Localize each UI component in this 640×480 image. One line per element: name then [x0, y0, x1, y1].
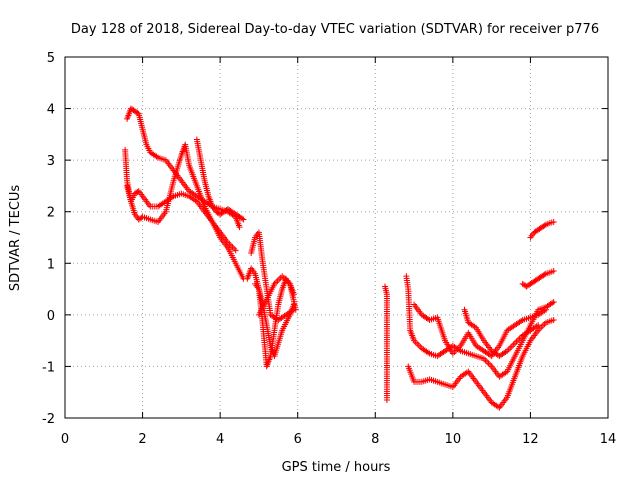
- data-point: [487, 361, 494, 368]
- data-point: [539, 322, 546, 329]
- grid-lines: [65, 57, 608, 418]
- data-point: [414, 340, 421, 347]
- x-tick-label: 8: [371, 432, 379, 447]
- data-point: [134, 188, 141, 195]
- y-tick-label: -2: [42, 412, 55, 427]
- data-point: [508, 343, 515, 350]
- data-point: [383, 396, 390, 403]
- data-point: [541, 222, 548, 229]
- plot-frame: [64, 56, 609, 419]
- data-points: [122, 105, 557, 411]
- y-tick-label: 0: [47, 309, 55, 324]
- data-point: [236, 224, 243, 231]
- axis-ticks: [64, 56, 609, 419]
- data-point: [507, 344, 514, 351]
- x-tick-label: 0: [61, 432, 69, 447]
- data-point: [485, 360, 492, 367]
- data-point: [274, 277, 281, 284]
- data-point: [550, 298, 557, 305]
- x-axis-label: GPS time / hours: [282, 460, 391, 475]
- data-point: [550, 219, 557, 226]
- x-tick-label: 2: [138, 432, 146, 447]
- data-point: [231, 245, 238, 252]
- y-tick-label: 1: [47, 257, 55, 272]
- data-point: [240, 216, 247, 223]
- y-tick-label: 4: [47, 103, 55, 118]
- y-tick-label: 2: [47, 206, 55, 221]
- data-point: [239, 215, 246, 222]
- x-tick-label: 6: [294, 432, 302, 447]
- data-point: [513, 338, 520, 345]
- data-point: [535, 322, 542, 329]
- data-point: [550, 268, 557, 275]
- data-point: [511, 340, 518, 347]
- data-point: [232, 247, 239, 254]
- data-point: [542, 306, 549, 313]
- y-tick-label: -1: [42, 360, 55, 375]
- data-point: [550, 317, 557, 324]
- data-point: [276, 276, 283, 283]
- data-point: [541, 271, 548, 278]
- x-tick-label: 12: [522, 432, 539, 447]
- x-tick-label: 4: [216, 432, 224, 447]
- data-point: [510, 341, 517, 348]
- y-tick-label: 5: [47, 51, 55, 66]
- data-point: [415, 342, 422, 349]
- data-point: [292, 306, 299, 313]
- x-tick-label: 10: [445, 432, 462, 447]
- y-tick-label: 3: [47, 154, 55, 169]
- chart-title: Day 128 of 2018, Sidereal Day-to-day VTE…: [71, 22, 599, 37]
- y-axis-label: SDTVAR / TECUs: [8, 185, 23, 292]
- data-point: [483, 358, 490, 365]
- x-tick-label: 14: [600, 432, 617, 447]
